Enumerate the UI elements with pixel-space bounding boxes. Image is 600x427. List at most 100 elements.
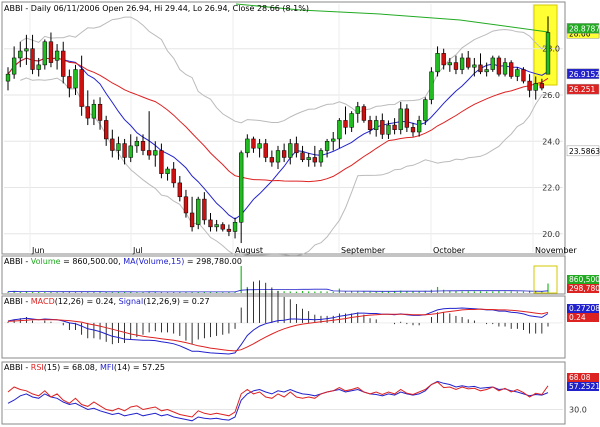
price-right-label: 28.66: [569, 29, 591, 38]
candle-body: [196, 198, 201, 225]
price-right-label: 26.9152: [569, 70, 600, 79]
volume-panel: ABBI - Volume = 860,500.00, MA(Volume,15…: [1, 255, 600, 295]
price-tick-label: 20.0: [542, 230, 560, 239]
mfi-line: [7, 380, 549, 422]
month-label: Jun: [31, 246, 45, 255]
candle-body: [165, 168, 170, 174]
volume-title-ma-value: = 298,780.00: [184, 257, 242, 266]
volume-right-label: 860,500: [569, 275, 600, 284]
month-labels: Jun Jul August September October November: [31, 246, 577, 255]
candle-body: [97, 103, 103, 121]
candle-body: [441, 53, 446, 66]
candle-body: [153, 150, 158, 156]
candle-body: [447, 62, 452, 66]
candle-body: [318, 150, 324, 163]
rsi-right-label: 57.2521: [569, 382, 600, 391]
rsi-tick-label: 30.0: [569, 406, 587, 415]
candle-body: [294, 143, 299, 154]
volume-title-prefix: ABBI -: [4, 257, 31, 266]
rsi-title: ABBI - RSI(15) = 68.08, MFI(14) = 57.25: [4, 363, 165, 372]
price-tick-label: 22.0: [542, 184, 560, 193]
macd-title-signal-value: (12,26,9) = 0.27: [143, 297, 209, 306]
candle-body: [545, 32, 551, 75]
candle-body: [275, 150, 281, 163]
candle-body: [134, 141, 140, 147]
month-label: Jul: [132, 246, 143, 255]
month-label: August: [235, 246, 263, 255]
candle-body: [502, 62, 508, 75]
price-right-label-box: [566, 23, 600, 34]
candle-body: [171, 168, 176, 184]
candle-body: [61, 50, 66, 77]
price-grid: 28.0 26.0 24.0 22.0 20.0: [4, 4, 563, 252]
candle-body: [48, 41, 54, 63]
price-right-label: 28.8787: [569, 24, 600, 33]
candle-body: [67, 76, 72, 89]
rsi-plot: 30.0: [4, 380, 587, 422]
macd-title-signal-label: Signal: [119, 297, 144, 306]
volume-right-label-box: [567, 275, 599, 284]
month-label: October: [433, 246, 466, 255]
price-panel: 28.026.024.022.020.0 28.690528.6628.8787…: [1, 1, 600, 257]
candle-body: [398, 108, 403, 130]
candle-body: [484, 69, 489, 73]
price-right-label-box: [566, 83, 600, 95]
price-right-label: 26.251: [569, 85, 595, 94]
candle-body: [386, 124, 391, 135]
candle-body: [478, 64, 483, 73]
candle-body: [91, 103, 97, 119]
candle-body: [226, 228, 232, 232]
candle-body: [404, 108, 410, 128]
candle-body: [281, 150, 287, 158]
macd-right-label-box: [567, 304, 599, 313]
candle-body: [214, 224, 219, 228]
macd-title-value: (12,26) = 0.24,: [55, 297, 119, 306]
rsi-title-prefix: ABBI -: [4, 363, 31, 372]
volume-bars: [7, 265, 558, 294]
candle-body: [128, 145, 133, 158]
price-right-label: 23.5863: [569, 147, 600, 156]
macd-panel-frame: [1, 295, 566, 359]
macd-title: ABBI - MACD(12,26) = 0.24, Signal(12,26,…: [4, 297, 210, 306]
candle-body: [349, 113, 354, 128]
candle-body: [232, 221, 238, 232]
volume-right-label: 298,780: [569, 284, 600, 293]
rsi-right-label-box: [567, 382, 599, 391]
price-candles: [5, 16, 551, 244]
candle-body: [496, 57, 502, 75]
candle-body: [177, 182, 182, 198]
candle-body: [343, 120, 348, 128]
macd-right-labels: 0.2720870.24: [567, 304, 600, 322]
candle-body: [257, 143, 262, 149]
price-tick-label: 26.0: [542, 91, 560, 100]
candle-body: [337, 120, 342, 140]
macd-title-prefix: ABBI -: [4, 297, 31, 306]
macd-plot: [4, 280, 563, 355]
candle-body: [324, 141, 330, 151]
candle-body: [159, 150, 164, 174]
candle-body: [239, 152, 244, 223]
candle-body: [539, 83, 545, 89]
candle-body: [300, 152, 305, 161]
candle-body: [5, 73, 11, 82]
candle-body: [288, 143, 293, 158]
volume-panel-frame: [1, 255, 566, 295]
rsi-right-label-box: [567, 373, 599, 382]
candle-body: [245, 138, 250, 154]
candle-body: [251, 138, 256, 149]
candle-body: [110, 138, 115, 151]
candle-body: [521, 69, 526, 82]
rsi-title-mfi-label: MFI: [100, 363, 114, 372]
price-tick-label: 24.0: [542, 137, 560, 146]
candle-body: [104, 120, 109, 140]
volume-highlight: [533, 265, 558, 294]
candle-body: [263, 143, 268, 158]
candle-body: [306, 157, 311, 161]
volume-title-value: = 860,500.00,: [61, 257, 124, 266]
volume-right-label-box: [567, 284, 599, 293]
candle-body: [73, 69, 78, 89]
macd-panel: ABBI - MACD(12,26) = 0.24, Signal(12,26,…: [1, 280, 600, 359]
volume-ma-line: [7, 288, 549, 293]
ma-short-line: [7, 57, 549, 220]
candle-body: [429, 71, 434, 100]
